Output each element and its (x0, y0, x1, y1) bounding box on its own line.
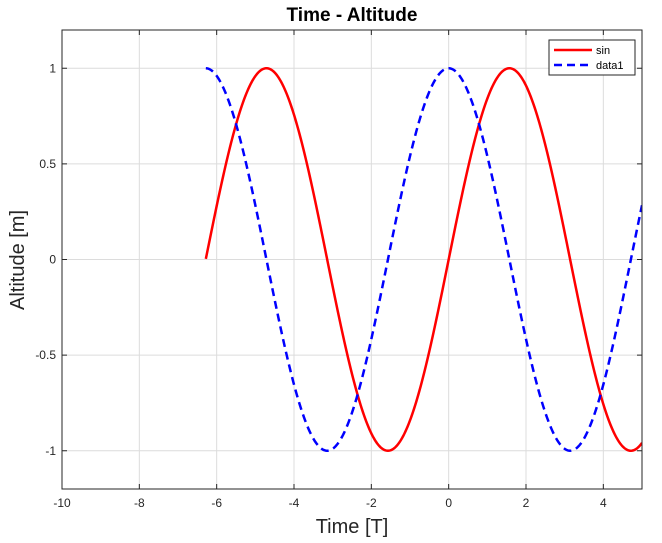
legend-box (548, 39, 636, 76)
x-tick-label-1: -8 (134, 496, 145, 510)
y-tick-label-3: 0.5 (39, 157, 56, 171)
y-tick-label-1: -0.5 (35, 348, 56, 362)
y-tick-label-4: 1 (49, 61, 56, 75)
x-tick-label-2: -6 (211, 496, 222, 510)
chart-title: Time - Altitude (287, 5, 418, 26)
series-line-data1 (205, 67, 642, 453)
plot-area: -10 -8 -6 -4 -2 0 2 4 -1 -0.5 0 0.5 1 (35, 29, 643, 510)
x-tick-label-4: -2 (366, 496, 377, 510)
y-tick-label-2: 0 (49, 253, 56, 267)
series-line-sin (204, 67, 642, 453)
x-tick-label-5: 0 (445, 496, 452, 510)
x-axis-label: Time [T] (316, 516, 389, 538)
x-tick-label-0: -10 (53, 496, 71, 510)
x-tick-label-6: 2 (523, 496, 530, 510)
x-tick-label-7: 4 (600, 496, 607, 510)
y-tick-label-0: -1 (45, 444, 56, 458)
y-axis-label: Altitude [m] (7, 210, 29, 310)
legend-label-sin: sin (596, 45, 610, 57)
x-tick-label-3: -4 (289, 496, 300, 510)
legend-label-data1: data1 (596, 60, 624, 72)
legend: sin data1 (548, 39, 636, 76)
